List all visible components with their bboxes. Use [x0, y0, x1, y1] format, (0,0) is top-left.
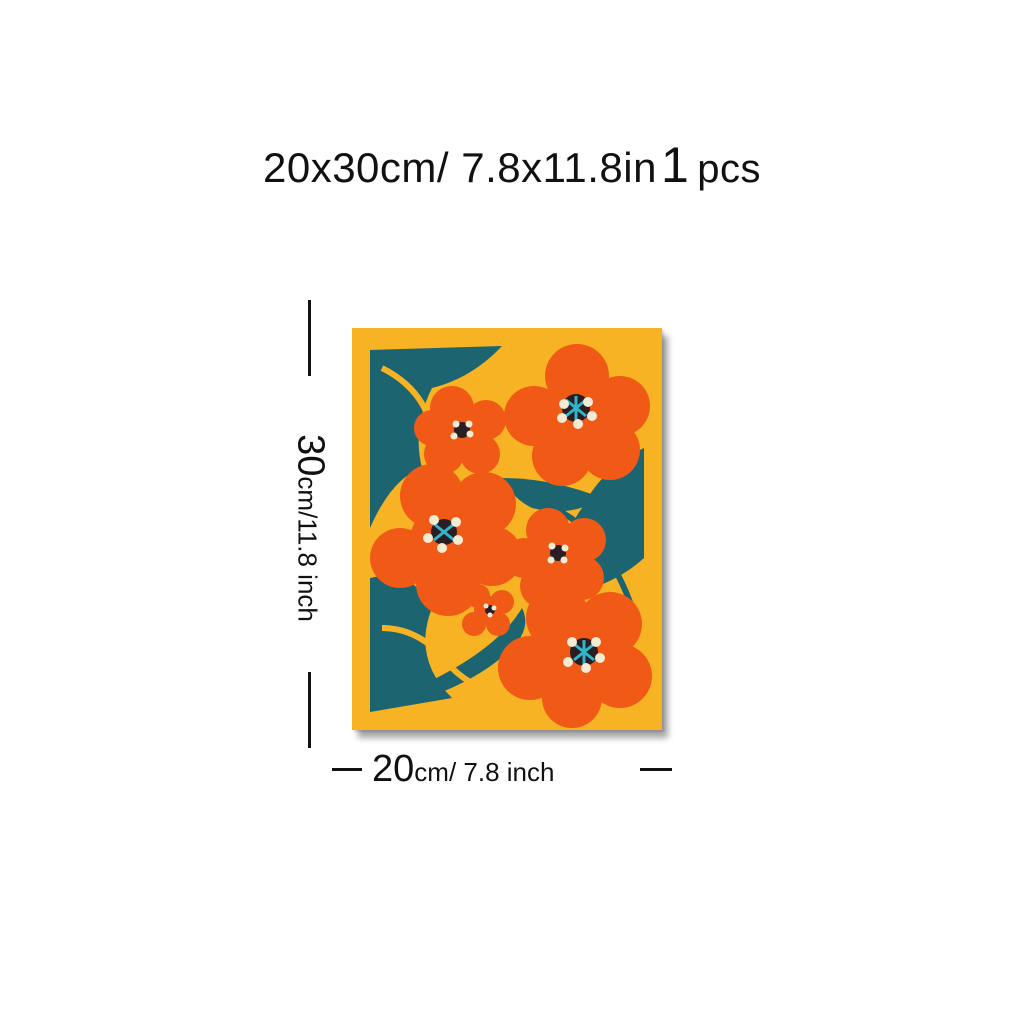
height-dimension-line-bottom	[308, 672, 311, 748]
width-inch: / 7.8 inch	[448, 757, 555, 787]
orange-flowers-art-print-icon	[352, 328, 662, 730]
poster-artwork	[352, 328, 662, 730]
size-text: 20x30cm/ 7.8x11.8in	[262, 144, 657, 191]
width-dimension-line-right	[640, 768, 672, 771]
quantity-unit: pcs	[697, 147, 762, 191]
width-dimension-line-left	[332, 768, 362, 771]
height-inch: /11.8 inch	[292, 511, 323, 622]
height-dimension-line-top	[308, 300, 311, 376]
width-unit: cm	[414, 757, 449, 787]
size-headline: 20x30cm/ 7.8x11.8in 1 pcs	[0, 136, 1024, 196]
height-unit: cm	[292, 476, 323, 512]
height-value: 30	[289, 434, 332, 477]
width-label: 20 cm / 7.8 inch	[372, 748, 554, 791]
quantity-number: 1	[660, 137, 690, 193]
width-value: 20	[372, 748, 415, 790]
